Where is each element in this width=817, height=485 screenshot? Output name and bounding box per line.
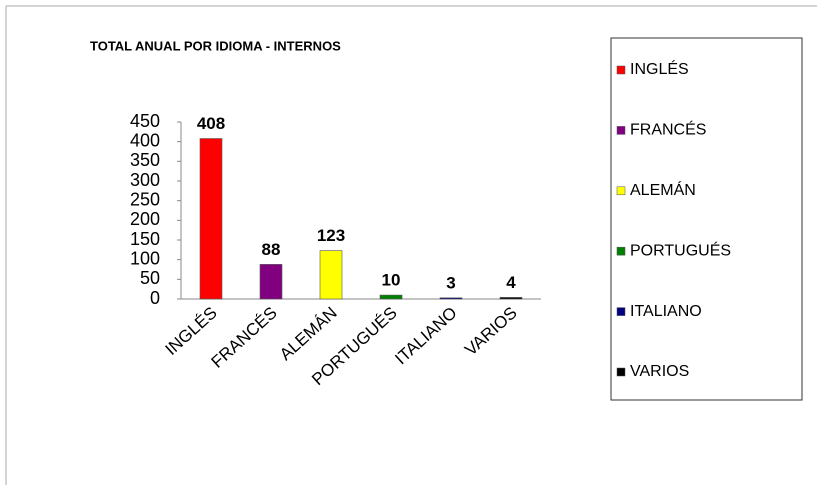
y-tick-label: 50 bbox=[140, 268, 160, 288]
bar bbox=[439, 297, 463, 300]
legend-swatch bbox=[616, 307, 626, 316]
legend-swatch bbox=[616, 246, 626, 256]
chart-title: TOTAL ANUAL POR IDIOMA - INTERNOS bbox=[90, 38, 341, 53]
legend-swatch bbox=[616, 65, 626, 75]
legend-label: ALEMÁN bbox=[630, 180, 696, 199]
bar bbox=[499, 297, 523, 300]
bar bbox=[379, 294, 403, 300]
y-tick-label: 250 bbox=[130, 189, 160, 209]
bar bbox=[259, 264, 283, 300]
legend-swatch bbox=[616, 367, 626, 377]
y-tick-label: 450 bbox=[130, 111, 160, 131]
data-label: 10 bbox=[382, 271, 401, 290]
data-label: 4 bbox=[506, 273, 516, 292]
data-label: 408 bbox=[197, 114, 225, 133]
legend-label: FRANCÉS bbox=[630, 120, 706, 139]
legend-swatch bbox=[616, 186, 626, 196]
legend-label: PORTUGUÉS bbox=[630, 240, 731, 259]
x-tick-label: VARIOS bbox=[461, 303, 521, 359]
x-tick-label: FRANCÉS bbox=[208, 303, 281, 371]
y-tick-label: 0 bbox=[150, 288, 160, 308]
y-tick-label: 400 bbox=[130, 130, 160, 150]
y-tick-label: 200 bbox=[130, 209, 160, 229]
bar bbox=[199, 138, 223, 300]
x-tick-label: ITALIANO bbox=[391, 303, 460, 368]
data-label: 3 bbox=[446, 273, 455, 292]
y-tick-label: 300 bbox=[130, 170, 160, 190]
bar bbox=[319, 250, 343, 300]
y-tick-label: 350 bbox=[130, 150, 160, 170]
legend-label: INGLÉS bbox=[630, 59, 689, 78]
data-label: 88 bbox=[262, 240, 281, 259]
legend-swatch bbox=[616, 126, 626, 135]
y-tick-label: 150 bbox=[130, 229, 160, 249]
data-label: 123 bbox=[317, 226, 345, 245]
y-tick-label: 100 bbox=[130, 248, 160, 268]
legend-box bbox=[610, 37, 803, 401]
legend-label: ITALIANO bbox=[630, 303, 702, 320]
x-tick-label: INGLÉS bbox=[162, 303, 221, 359]
legend-label: VARIOS bbox=[630, 363, 689, 380]
